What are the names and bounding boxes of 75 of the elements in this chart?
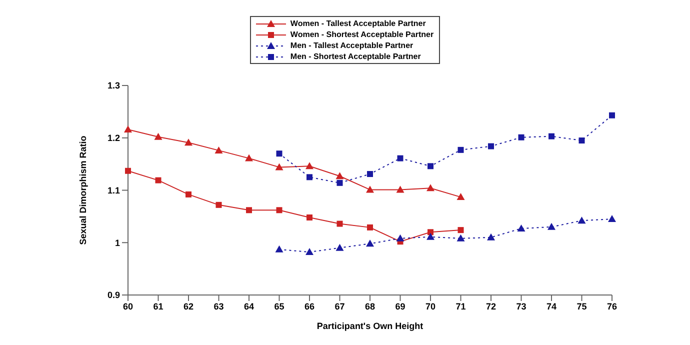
point [366,240,374,247]
point [336,172,344,180]
x-tick-label: 67 [334,301,345,312]
point [458,146,464,153]
x-tick-label: 65 [274,301,284,312]
point [336,244,344,251]
x-tick-label: 69 [395,301,406,312]
y-tick-label: 1.2 [107,133,120,144]
point [186,191,192,198]
point [154,132,162,140]
point [487,233,495,240]
point [367,224,373,230]
point [456,234,465,242]
point [276,207,282,214]
y-tick-label: 0.9 [107,290,120,300]
point [125,168,131,174]
legend-label: Women - Tallest Acceptable Partner [290,19,426,28]
point [517,224,526,232]
point [548,222,556,230]
y-axis-title: Sexual Dimorphism Ratio [78,135,88,245]
point [246,207,252,214]
point [578,216,586,224]
point [397,155,404,162]
point [456,193,465,200]
point [578,137,585,144]
x-axis-title: Participant's Own Height [316,321,424,331]
point [518,134,524,140]
point [216,202,222,208]
legend-label: Men - Tallest Acceptable Partner [290,41,414,50]
point [336,180,343,186]
point [276,150,282,157]
y-tick-label: 1 [114,238,120,248]
point [609,112,615,118]
x-tick-label: 61 [153,301,164,312]
x-tick-label: 76 [606,301,618,312]
point [548,133,554,140]
point [306,174,312,180]
x-tick-label: 62 [183,301,194,312]
legend-label: Women - Shortest Acceptable Partner [290,30,434,39]
y-tick-label: 1.1 [107,185,120,196]
point [396,186,404,193]
point [428,229,434,236]
x-tick-label: 71 [456,301,466,312]
x-tick-label: 74 [546,301,557,312]
x-tick-label: 66 [304,301,315,312]
point [124,125,132,132]
point [306,248,314,256]
x-tick-label: 60 [122,301,134,312]
point [426,232,434,240]
y-tick-label: 1.3 [107,80,120,91]
point [306,214,312,220]
legend-label: Men - Shortest Acceptable Partner [290,52,421,61]
point [608,215,616,222]
x-tick-label: 63 [214,301,224,312]
point [245,154,253,162]
point [366,186,374,193]
x-tick-label: 64 [244,301,254,312]
point [214,146,223,154]
point [428,163,434,170]
x-tick-label: 68 [364,301,376,312]
x-tick-label: 72 [486,301,496,312]
point [275,245,284,252]
point [396,234,404,242]
point [458,227,464,234]
x-tick-label: 75 [576,301,587,312]
point [488,143,494,150]
point [367,171,373,178]
point [184,138,192,146]
point [426,184,434,192]
point [336,220,343,227]
point [306,162,314,170]
x-tick-label: 73 [516,301,526,312]
x-tick-label: 70 [425,301,436,312]
point [275,163,284,170]
point [155,177,162,184]
